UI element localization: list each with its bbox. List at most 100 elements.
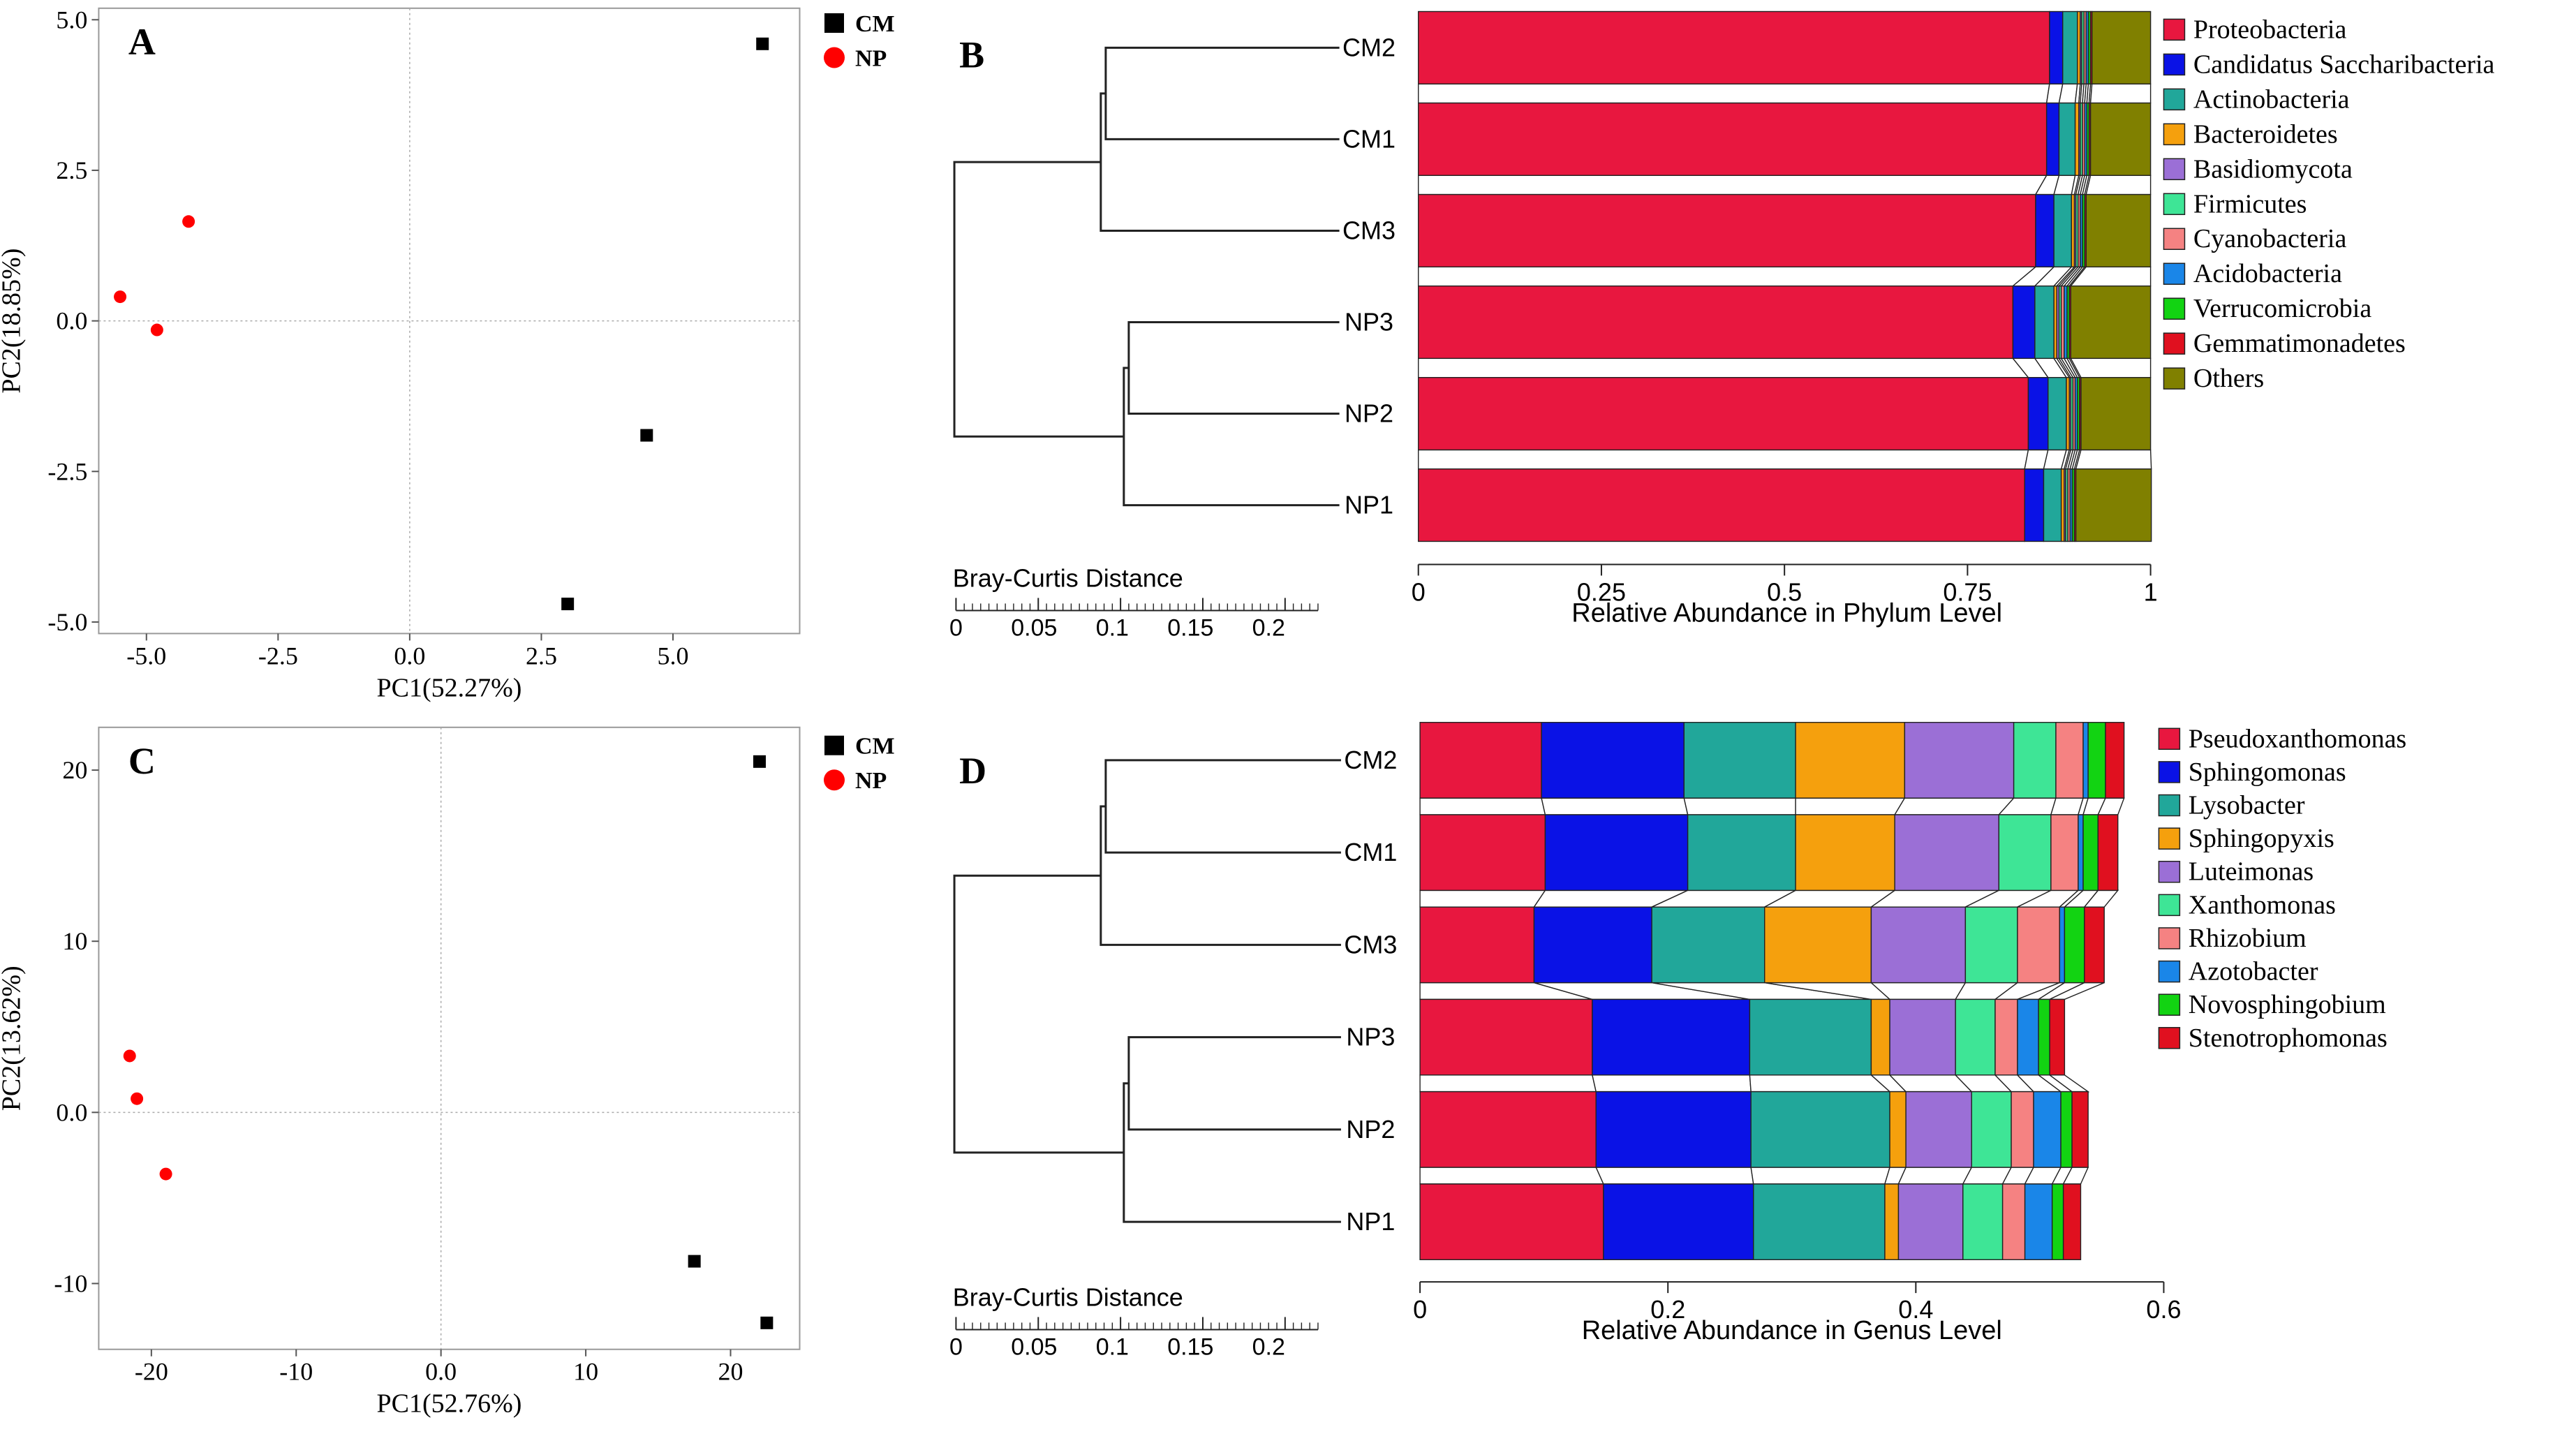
x-tick-label: 1 [2144, 577, 2158, 606]
dendro-cm2-cm1 [1104, 759, 1341, 854]
bar-segment-Novosphingobium [2087, 722, 2106, 799]
bar-segment-Rhizobium [2011, 1091, 2034, 1168]
bar-segment-Stenotrophomonas [2049, 998, 2066, 1076]
connector-Proteobacteria [1418, 449, 2029, 470]
bar-segment-Actinobacteria [2043, 468, 2062, 542]
bar-segment-Proteobacteria [1418, 193, 2036, 268]
bar-segment-Novosphingobium [2060, 1091, 2073, 1168]
legend-swatch-Novosphingobium [2158, 993, 2181, 1016]
legend-swatch-Stenotrophomonas [2158, 1027, 2181, 1049]
x-tick-label: 0 [1412, 577, 1426, 606]
bar-segment-Lysobacter [1750, 1091, 1890, 1168]
connector-Pseudoxanthomonas [1419, 889, 1546, 908]
bar-segment-Pseudoxanthomonas [1419, 814, 1546, 892]
legend-marker-NP [823, 769, 845, 791]
scale-tick-label: 0.05 [1011, 1333, 1057, 1360]
plot-frame [98, 7, 801, 635]
bar-segment-Novosphingobium [2064, 906, 2085, 984]
connector-Lysobacter [1749, 1074, 1891, 1093]
bar-segment-Candidatus Saccharibacteria [2027, 376, 2049, 451]
bar-segment-Actinobacteria [2048, 376, 2067, 451]
panel-letter: C [128, 740, 156, 782]
bar-segment-Xanthomonas [1962, 1183, 2004, 1260]
x-axis-title: PC1(52.27%) [376, 673, 521, 702]
bar-segment-Actinobacteria [2062, 10, 2078, 84]
bar-segment-Lysobacter [1687, 814, 1796, 892]
dendro-cm3 [1100, 92, 1340, 232]
panel-letter: A [128, 21, 156, 63]
connector-Proteobacteria [1418, 266, 2037, 287]
bar-segment-Novosphingobium [2038, 998, 2050, 1076]
bar-segment-Pseudoxanthomonas [1419, 1091, 1597, 1168]
bar-segment-Azotobacter [2033, 1091, 2061, 1168]
y-axis-title: PC2(18.85%) [0, 249, 26, 394]
legend-swatch-Gemmatimonadetes [2163, 332, 2186, 355]
legend-label-CM: CM [855, 734, 895, 760]
bar-segment-Proteobacteria [1418, 10, 2050, 84]
legend-marker-NP [823, 47, 845, 68]
pca-panel-A: -5.0 -2.5 0.0 2.5 5.0 5.0 2.5 0.0 -2.5 -5.0 PC1(52… [0, 6, 895, 702]
bar-segment-Pseudoxanthomonas [1419, 998, 1593, 1076]
bar-segment-Luteimonas [1904, 722, 2015, 799]
bar-segment-Proteobacteria [1418, 285, 2014, 360]
point-NP [131, 1092, 144, 1105]
y-axis-title: PC2(13.62%) [0, 966, 26, 1111]
x-tick-label: -2.5 [258, 642, 298, 670]
y-tick-label: 5.0 [56, 6, 87, 34]
x-tick-label: 0.75 [1943, 577, 1992, 606]
y-tick-label: -2.5 [47, 457, 87, 485]
legend-label-Others: Others [2193, 364, 2264, 393]
legend-swatch-Rhizobium [2158, 927, 2181, 949]
legend-label-Firmicutes: Firmicutes [2193, 189, 2307, 219]
point-CM [561, 598, 575, 611]
bar-segment-Stenotrophomonas [2105, 722, 2125, 799]
point-CM [760, 1316, 773, 1329]
bar-segment-Xanthomonas [1971, 1091, 2012, 1168]
bar-segment-Rhizobium [2001, 1183, 2026, 1260]
x-axis-title: Relative Abundance in Genus Level [1582, 1316, 2002, 1345]
x-tick-label: 0.0 [394, 642, 425, 670]
bar-segment-Sphingopyxis [1889, 1091, 1907, 1168]
scale-title: Bray-Curtis Distance [953, 563, 1183, 592]
sample-label: NP2 [1345, 399, 1393, 428]
sample-label: CM2 [1342, 33, 1396, 61]
legend-label-Xanthomonas: Xanthomonas [2189, 890, 2336, 919]
point-CM [756, 37, 769, 50]
bar-segment-Rhizobium [2017, 906, 2061, 984]
legend-swatch-Acidobacteria [2163, 263, 2186, 285]
point-NP [150, 323, 163, 337]
y-tick-label: -10 [54, 1269, 87, 1297]
legend-swatch-Azotobacter [2158, 960, 2181, 983]
bar-segment-Azotobacter [2059, 906, 2066, 984]
panel-letter: D [959, 750, 986, 792]
y-tick-label: -5.0 [47, 608, 87, 636]
bar-segment-Stenotrophomonas [2062, 1183, 2082, 1260]
bar-segment-Actinobacteria [2053, 193, 2073, 268]
bar-segment-Pseudoxanthomonas [1419, 722, 1542, 799]
bar-segment-Candidatus Saccharibacteria [2035, 193, 2055, 268]
bar-segment-Rhizobium [1994, 998, 2018, 1076]
bar-segment-Rhizobium [2055, 722, 2084, 799]
sample-label: NP3 [1345, 308, 1393, 337]
legend-swatch-Xanthomonas [2158, 894, 2181, 917]
connector-Others [2070, 357, 2152, 378]
point-NP [182, 215, 195, 228]
legend-swatch-Proteobacteria [2163, 18, 2186, 41]
legend-marker-CM [824, 13, 844, 33]
bar-segment-Novosphingobium [2051, 1183, 2064, 1260]
connector-Luteimonas [1897, 1167, 1973, 1185]
legend-swatch-Lysobacter [2158, 794, 2181, 817]
y-tick-label: 10 [62, 927, 87, 955]
legend-label-Actinobacteria: Actinobacteria [2193, 84, 2350, 114]
bar-segment-Sphingopyxis [1795, 722, 1906, 799]
bar-segment-Sphingomonas [1533, 906, 1652, 984]
bar-segment-Others [2085, 193, 2152, 268]
bar-segment-Proteobacteria [1418, 102, 2048, 176]
scale-tick-label: 0.1 [1096, 614, 1129, 641]
connector-Pseudoxanthomonas [1419, 1074, 1597, 1093]
bar-segment-Pseudoxanthomonas [1419, 906, 1535, 984]
bar-segment-Xanthomonas [1955, 998, 1996, 1076]
y-tick-label: 20 [62, 756, 87, 784]
x-tick-label: -20 [135, 1358, 168, 1386]
dendro-root [953, 874, 1124, 1154]
